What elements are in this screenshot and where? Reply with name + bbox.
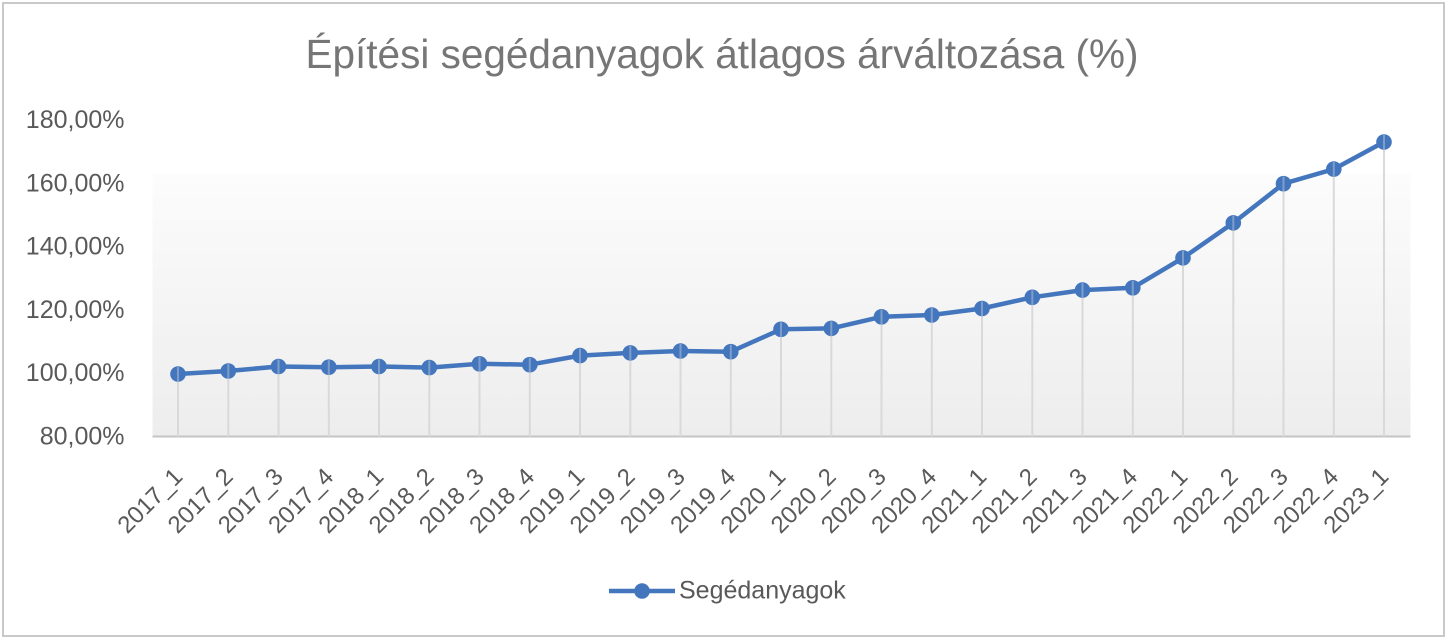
svg-text:140,00%: 140,00%	[26, 233, 125, 261]
svg-text:120,00%: 120,00%	[26, 296, 125, 324]
svg-text:Segédanyagok: Segédanyagok	[679, 577, 846, 605]
svg-text:80,00%: 80,00%	[40, 423, 125, 451]
svg-text:100,00%: 100,00%	[26, 359, 125, 387]
svg-text:160,00%: 160,00%	[26, 170, 125, 198]
svg-text:Építési segédanyagok átlagos á: Építési segédanyagok átlagos árváltozása…	[306, 31, 1139, 77]
svg-text:180,00%: 180,00%	[26, 106, 125, 134]
